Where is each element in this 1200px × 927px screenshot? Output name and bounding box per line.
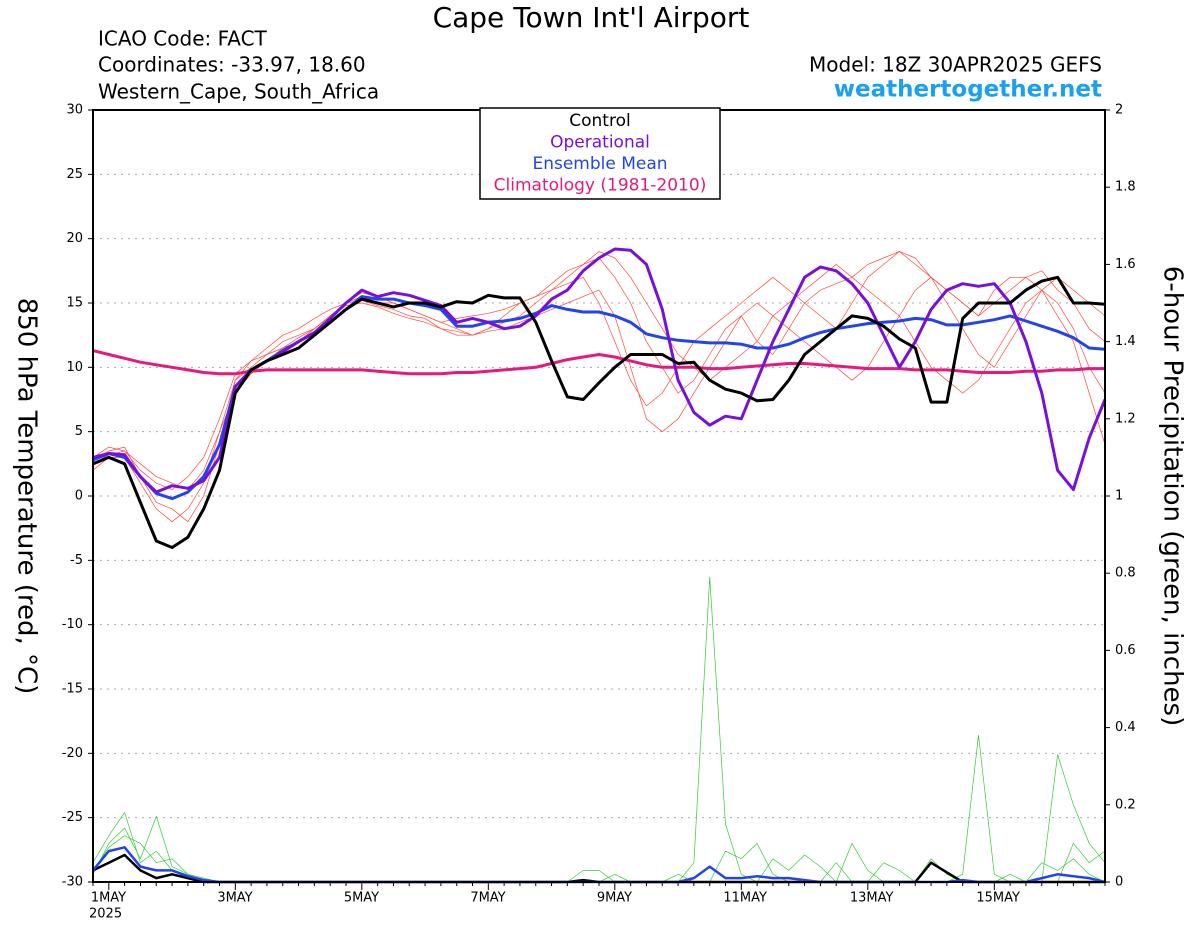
x-tick-label: 1MAY bbox=[91, 891, 126, 906]
series-line bbox=[92, 812, 1106, 883]
y-tick-label: 10 bbox=[66, 360, 83, 375]
legend-entry: Operational bbox=[550, 133, 650, 153]
x-tick-label: 3MAY bbox=[217, 891, 252, 906]
y-tick-label: -5 bbox=[70, 553, 83, 568]
series-line bbox=[92, 295, 1106, 501]
x-tick-label: 11MAY bbox=[723, 891, 767, 906]
y-tick-label: -30 bbox=[62, 875, 83, 890]
y-tick-label: 25 bbox=[66, 167, 83, 182]
series-line bbox=[92, 349, 1105, 376]
y-tick-label: -15 bbox=[62, 682, 83, 697]
x-tick-label: 5MAY bbox=[344, 891, 379, 906]
legend-entry: Ensemble Mean bbox=[532, 154, 667, 174]
chart-title: Cape Town Int'l Airport bbox=[433, 1, 750, 34]
y-tick-label: 5 bbox=[75, 424, 83, 439]
series-line bbox=[92, 251, 1106, 490]
series-line bbox=[92, 251, 1106, 490]
x-tick-label: 7MAY bbox=[470, 891, 505, 906]
legend-box bbox=[479, 107, 721, 200]
x-year-label: 2025 bbox=[89, 907, 122, 922]
y2-tick-label: 1.8 bbox=[1115, 180, 1136, 195]
series-line bbox=[92, 276, 1106, 523]
y-tick-label: -25 bbox=[62, 810, 83, 825]
model-label: Model: 18Z 30APR2025 GEFS bbox=[809, 53, 1102, 77]
y2-tick-label: 0 bbox=[1115, 875, 1123, 890]
y2-tick-label: 1 bbox=[1115, 489, 1123, 504]
y-tick-label: -20 bbox=[62, 746, 83, 761]
y2-tick-label: 0.8 bbox=[1115, 566, 1136, 581]
info-line: Coordinates: -33.97, 18.60 bbox=[98, 53, 366, 77]
y2-tick-label: 0.6 bbox=[1115, 643, 1136, 658]
series-line bbox=[92, 576, 1106, 883]
y2-tick-label: 2 bbox=[1115, 103, 1123, 118]
y-tick-label: -10 bbox=[62, 617, 83, 632]
series-line bbox=[92, 251, 1106, 523]
info-line: Western_Cape, South_Africa bbox=[98, 80, 379, 104]
y2-axis-label: 6-hour Precipitation (green, inches) bbox=[1158, 266, 1188, 726]
x-tick-label: 13MAY bbox=[850, 891, 894, 906]
legend-entry: Control bbox=[569, 111, 630, 131]
source-label: weathertogether.net bbox=[834, 77, 1102, 103]
legend-entry: Climatology (1981-2010) bbox=[494, 176, 707, 196]
info-line: ICAO Code: FACT bbox=[98, 27, 268, 51]
y2-tick-label: 1.4 bbox=[1115, 334, 1136, 349]
y-tick-label: 15 bbox=[66, 296, 83, 311]
y2-tick-label: 0.2 bbox=[1115, 797, 1136, 812]
y2-tick-label: 1.2 bbox=[1115, 411, 1136, 426]
y-axis-label: 850 hPa Temperature (red, °C) bbox=[12, 298, 42, 695]
y-tick-label: 0 bbox=[75, 489, 83, 504]
x-tick-label: 15MAY bbox=[976, 891, 1020, 906]
y-tick-label: 20 bbox=[66, 231, 83, 246]
y-tick-label: 30 bbox=[66, 103, 83, 118]
x-tick-label: 9MAY bbox=[597, 891, 632, 906]
series-line bbox=[92, 853, 1105, 884]
y2-tick-label: 0.4 bbox=[1115, 720, 1136, 735]
y2-tick-label: 1.6 bbox=[1115, 257, 1136, 272]
series-line bbox=[92, 275, 1106, 549]
